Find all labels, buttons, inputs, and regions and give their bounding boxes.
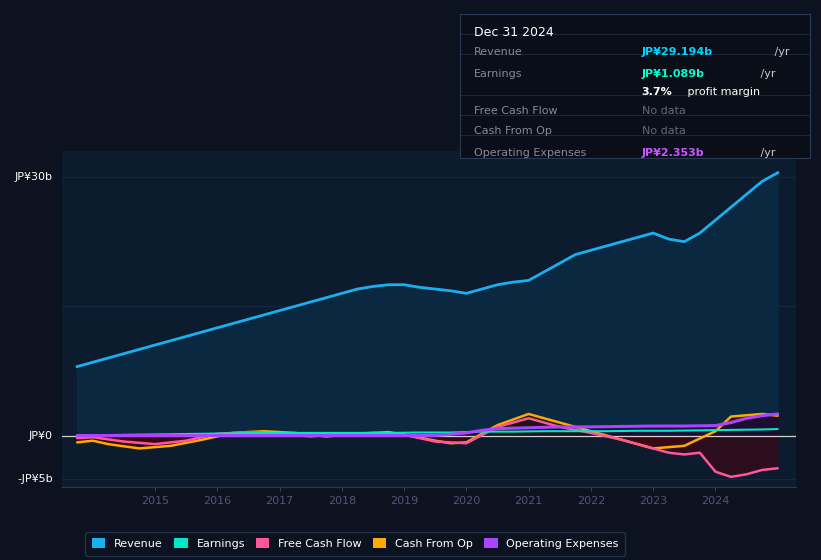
Text: Revenue: Revenue	[474, 47, 522, 57]
Text: Free Cash Flow: Free Cash Flow	[474, 106, 557, 116]
Text: Earnings: Earnings	[474, 69, 522, 79]
Text: -JP¥5b: -JP¥5b	[17, 474, 53, 484]
Text: Operating Expenses: Operating Expenses	[474, 148, 586, 158]
Text: JP¥30b: JP¥30b	[15, 172, 53, 182]
Text: JP¥29.194b: JP¥29.194b	[642, 47, 713, 57]
Text: 3.7%: 3.7%	[642, 87, 672, 97]
Text: Dec 31 2024: Dec 31 2024	[474, 26, 553, 39]
Text: Cash From Op: Cash From Op	[474, 126, 552, 136]
Text: /yr: /yr	[757, 69, 776, 79]
Legend: Revenue, Earnings, Free Cash Flow, Cash From Op, Operating Expenses: Revenue, Earnings, Free Cash Flow, Cash …	[85, 532, 626, 556]
Text: JP¥0: JP¥0	[29, 431, 53, 441]
Text: profit margin: profit margin	[684, 87, 759, 97]
Text: /yr: /yr	[771, 47, 790, 57]
Text: JP¥1.089b: JP¥1.089b	[642, 69, 704, 79]
Text: No data: No data	[642, 106, 686, 116]
Text: JP¥2.353b: JP¥2.353b	[642, 148, 704, 158]
Text: /yr: /yr	[757, 148, 776, 158]
Text: No data: No data	[642, 126, 686, 136]
